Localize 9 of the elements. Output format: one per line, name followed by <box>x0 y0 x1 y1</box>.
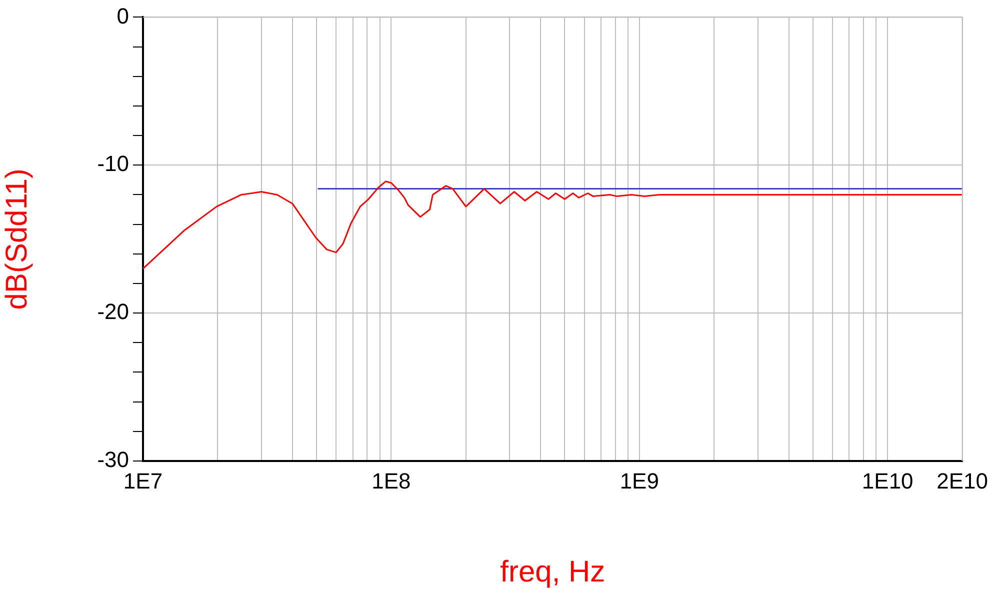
x-tick-label: 2E10 <box>936 468 988 494</box>
y-tick-label: -20 <box>97 299 129 324</box>
x-axis-title: freq, Hz <box>500 555 606 588</box>
x-tick-label: 1E10 <box>862 468 914 494</box>
x-tick-label: 1E9 <box>620 468 659 494</box>
x-tick-label: 1E8 <box>372 468 411 494</box>
y-axis-title: dB(Sdd11) <box>0 168 34 310</box>
y-tick-label: 0 <box>116 3 129 28</box>
y-tick-label: -10 <box>97 151 129 176</box>
